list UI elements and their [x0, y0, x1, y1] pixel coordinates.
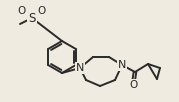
Text: O: O	[38, 6, 46, 16]
Text: S: S	[28, 12, 36, 24]
Text: N: N	[76, 63, 84, 73]
Text: O: O	[129, 80, 137, 90]
Text: O: O	[18, 6, 26, 16]
Text: N: N	[118, 60, 126, 70]
